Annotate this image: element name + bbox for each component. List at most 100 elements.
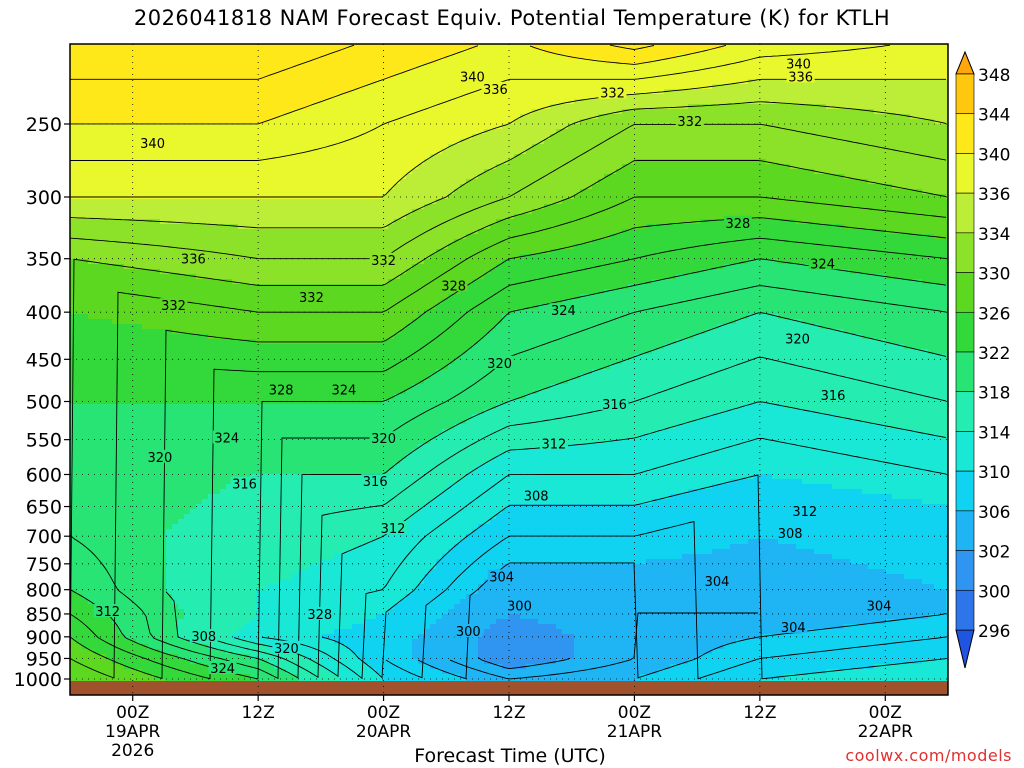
contour-line-342 (609, 44, 655, 50)
y-tick-label: 550 (26, 430, 62, 452)
contour-label-bg (329, 382, 358, 396)
contour-line-318 (165, 312, 947, 679)
y-tick-label: 800 (26, 580, 62, 602)
contour-label-bg (481, 81, 510, 95)
contour-label: 312 (792, 505, 817, 520)
colorbar-swatch (955, 113, 975, 154)
contour-label: 340 (460, 70, 485, 85)
x-tick-label: 22APR (858, 722, 914, 742)
contour-label: 300 (456, 625, 481, 640)
contour-label: 308 (191, 630, 216, 645)
contour-label-bg (369, 252, 398, 266)
colorbar-swatch (955, 431, 975, 472)
contour-label-bg (487, 569, 516, 583)
contour-label: 324 (331, 383, 356, 398)
y-tick-label: 650 (26, 497, 62, 519)
contour-label: 328 (441, 279, 466, 294)
contour-line-314 (233, 401, 947, 678)
contour-label: 308 (778, 527, 803, 542)
contour-line-340 (529, 44, 727, 65)
y-tick-label: 1000 (14, 669, 62, 691)
contour-label: 340 (786, 58, 811, 73)
contour-label: 320 (371, 432, 396, 447)
colorbar-label: 330 (978, 265, 1010, 285)
colorbar-arrow-bottom (955, 629, 975, 669)
y-tick-label: 750 (26, 554, 62, 576)
colorbar-swatch (955, 510, 975, 551)
contour-label-bg (675, 113, 704, 127)
contour-label-bg (305, 606, 334, 620)
x-tick-label: 12Z (492, 703, 525, 723)
contour-label: 320 (147, 451, 172, 466)
contour-label: 316 (821, 389, 846, 404)
contour-label: 336 (181, 253, 206, 268)
contour-label: 312 (381, 522, 406, 537)
contour-label-bg (784, 56, 813, 70)
chart-title: 2026041818 NAM Forecast Equiv. Potential… (133, 6, 891, 30)
contour-label-bg (539, 436, 568, 450)
contour-label-bg (819, 388, 848, 402)
y-tick-label: 600 (26, 464, 62, 486)
contour-line-342 (70, 44, 355, 80)
contour-label-bg (598, 85, 627, 99)
contour-line-304 (449, 612, 758, 680)
contour-line-326 (70, 217, 947, 680)
contour-label-bg (212, 430, 241, 444)
contour-label: 304 (867, 599, 892, 614)
contour-label: 300 (507, 599, 532, 614)
colorbar-label: 300 (978, 582, 1010, 602)
colorbar-swatch (955, 470, 975, 512)
contour-label-bg (145, 449, 174, 463)
contour-label: 332 (299, 291, 324, 306)
contour-label: 320 (487, 357, 512, 372)
contour-line-324 (70, 237, 947, 680)
contour-line-328 (70, 196, 947, 679)
contour-label: 316 (602, 398, 627, 413)
contour-label-bg (267, 382, 296, 396)
contour-label: 336 (788, 70, 813, 85)
y-tick-label: 500 (26, 392, 62, 414)
colorbar-swatch (955, 232, 975, 273)
contour-label: 304 (489, 570, 514, 585)
theta-e-field (70, 44, 948, 695)
theta-e-contours (70, 44, 947, 680)
contour-label: 324 (810, 257, 835, 272)
contour-label-bg (378, 521, 407, 535)
x-axis-title: Forecast Time (UTC) (414, 745, 606, 767)
contour-line-334 (70, 101, 947, 229)
contour-label: 316 (363, 475, 388, 490)
y-tick-label: 850 (26, 604, 62, 626)
x-tick-label: 12Z (242, 703, 275, 723)
y-axis: 2503003504004505005506006507007508008509… (14, 114, 70, 691)
contour-labels: 3403363403363323323403363323323323283283… (93, 56, 894, 677)
contour-label-bg (179, 251, 208, 265)
contour-label-bg (230, 476, 259, 490)
colorbar-label: 322 (978, 344, 1010, 364)
colorbar-swatch (955, 351, 975, 393)
y-tick-label: 950 (26, 648, 62, 670)
contour-label-bg (361, 474, 390, 488)
colorbar-label: 296 (978, 622, 1010, 642)
contour-label: 328 (725, 217, 750, 232)
colorbar-label: 340 (978, 145, 1010, 165)
contour-label-bg (779, 619, 808, 633)
contour-label-bg (786, 69, 815, 83)
contour-label: 332 (161, 299, 186, 314)
colorbar-label: 302 (978, 543, 1010, 563)
contour-label-bg (600, 396, 629, 410)
contour-label-bg (272, 640, 301, 654)
x-tick-label: 19APR (105, 722, 161, 742)
contour-label: 328 (307, 608, 332, 623)
contour-label: 304 (705, 575, 730, 590)
contour-label-bg (297, 289, 326, 303)
colorbar-swatch (955, 272, 975, 313)
credit-link[interactable]: coolwx.com/models (845, 746, 1012, 765)
contour-label-bg (723, 215, 752, 229)
x-tick-label: 00Z (869, 703, 902, 723)
contour-label-bg (485, 355, 514, 369)
contour-label-bg (189, 628, 218, 642)
colorbar: 296 300 302 306 310 314 318 322 326 330 334 336 340 3… (955, 50, 1010, 669)
contour-label: 324 (210, 662, 235, 677)
